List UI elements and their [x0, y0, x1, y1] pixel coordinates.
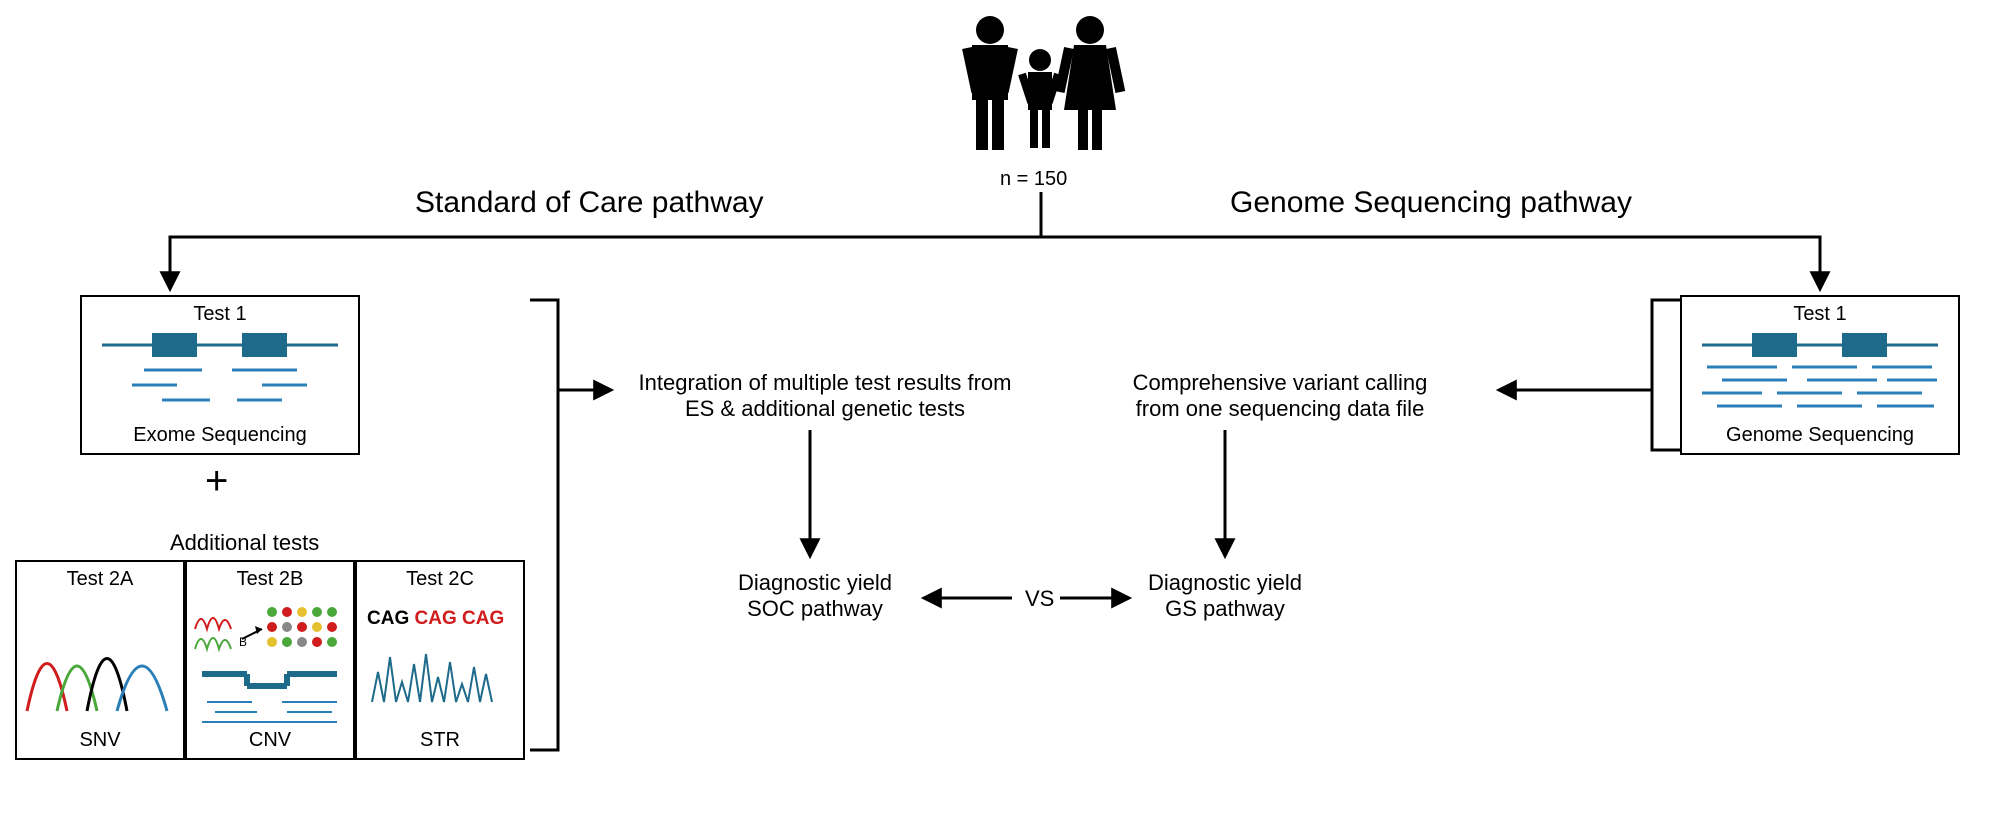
snv-icon [17, 596, 183, 726]
test2a-box: Test 2A SNV [15, 560, 185, 760]
vs-label: VS [1025, 586, 1054, 612]
right-yield-line2: GS pathway [1145, 596, 1305, 622]
right-comprehensive-text: Comprehensive variant calling from one s… [1110, 370, 1450, 422]
left-yield-line2: SOC pathway [735, 596, 895, 622]
test2c-title: Test 2C [357, 568, 523, 591]
right-yield-line1: Diagnostic yield [1145, 570, 1305, 596]
genome-icon [1682, 325, 1958, 435]
test1-right-box: Test 1 Genome Sequencing [1680, 295, 1960, 455]
test1-left-sublabel: Exome Sequencing [82, 424, 358, 447]
left-integration-line2: ES & additional genetic tests [625, 396, 1025, 422]
test1-right-title: Test 1 [1682, 303, 1958, 326]
test2c-sublabel: STR [357, 729, 523, 752]
test2a-title: Test 2A [17, 568, 183, 591]
test2a-sublabel: SNV [17, 729, 183, 752]
family-icon [940, 10, 1140, 165]
str-repeat: CAG CAG [415, 608, 505, 629]
test1-left-title: Test 1 [82, 303, 358, 326]
left-yield-text: Diagnostic yield SOC pathway [735, 570, 895, 622]
right-comprehensive-line1: Comprehensive variant calling [1110, 370, 1450, 396]
right-comprehensive-line2: from one sequencing data file [1110, 396, 1450, 422]
plus-label: + [205, 459, 228, 504]
str-prefix: CAG [367, 608, 415, 629]
test2b-sublabel: CNV [187, 729, 353, 752]
test1-left-box: Test 1 Exome Sequencing [80, 295, 360, 455]
test2b-title: Test 2B [187, 568, 353, 591]
test2c-box: Test 2C CAG CAG CAG STR [355, 560, 525, 760]
left-yield-line1: Diagnostic yield [735, 570, 895, 596]
left-integration-text: Integration of multiple test results fro… [625, 370, 1025, 422]
right-pathway-label: Genome Sequencing pathway [1230, 186, 1632, 220]
left-integration-line1: Integration of multiple test results fro… [625, 370, 1025, 396]
str-icon [357, 642, 523, 722]
test2b-box: Test 2B B CNV [185, 560, 355, 760]
cnv-icon: B [187, 594, 353, 729]
test1-right-sublabel: Genome Sequencing [1682, 424, 1958, 447]
n-label: n = 150 [1000, 168, 1067, 191]
exome-icon [82, 325, 358, 435]
str-text: CAG CAG CAG [367, 608, 504, 630]
right-yield-text: Diagnostic yield GS pathway [1145, 570, 1305, 622]
left-pathway-label: Standard of Care pathway [415, 186, 764, 220]
additional-tests-label: Additional tests [170, 530, 319, 556]
